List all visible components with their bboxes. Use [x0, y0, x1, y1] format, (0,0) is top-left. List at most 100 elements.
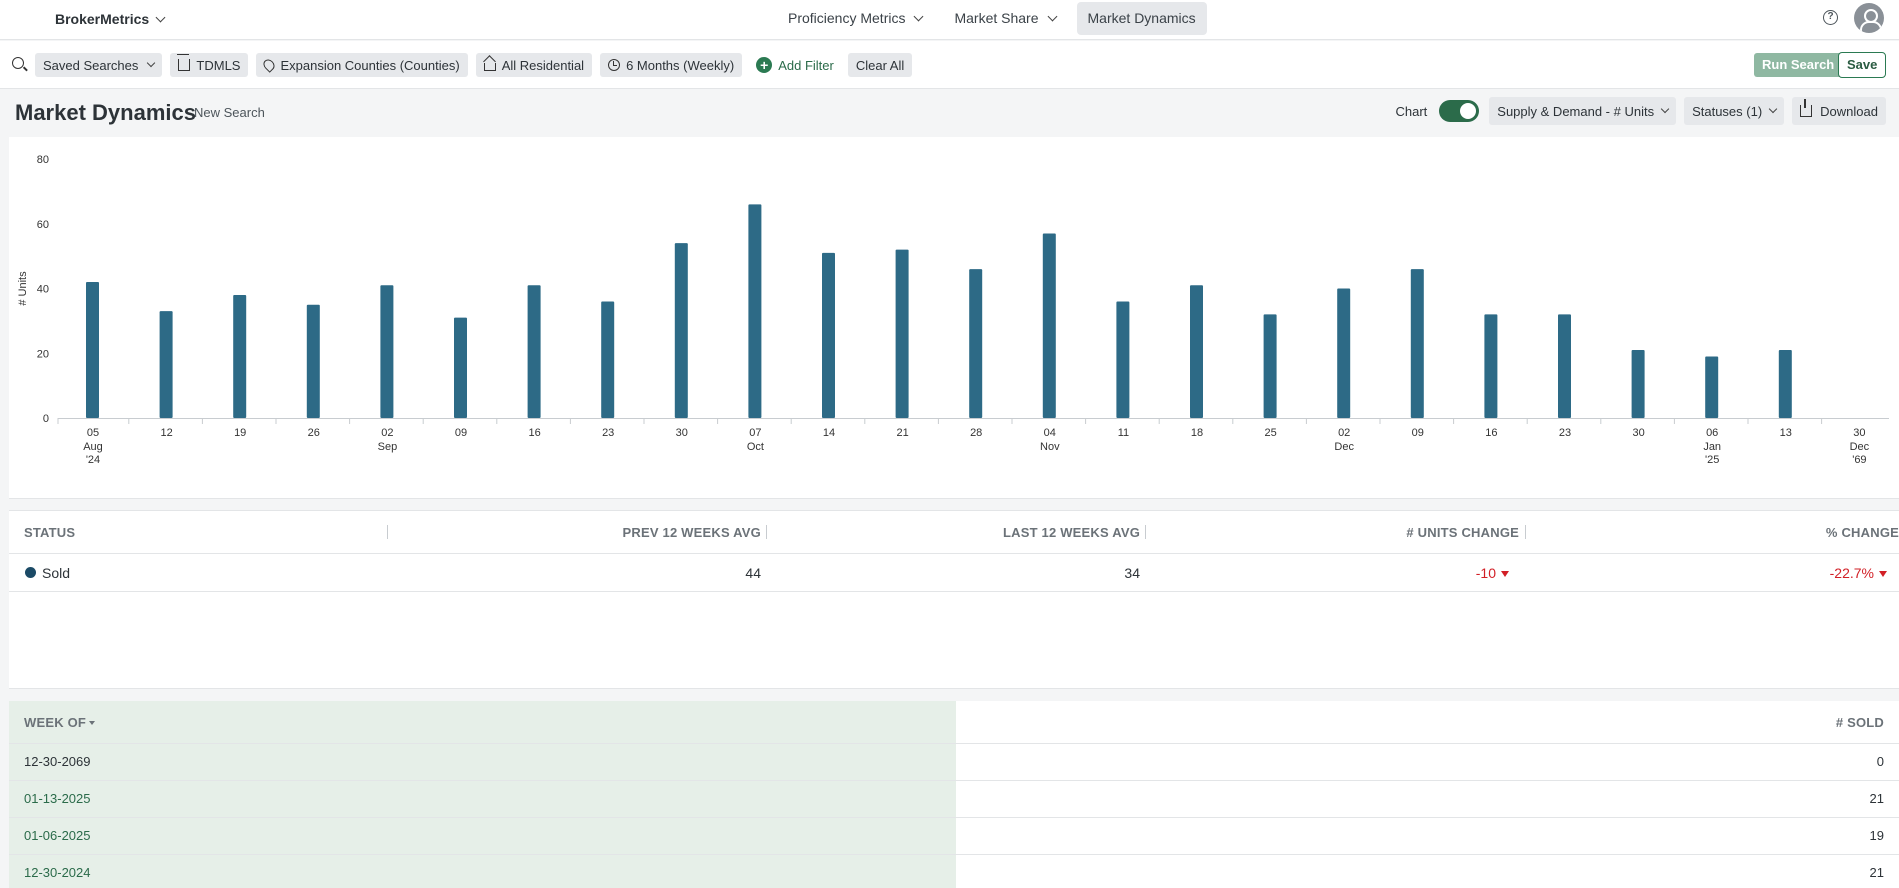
x-tick-label: 16 — [1485, 427, 1497, 439]
chevron-down-icon — [155, 12, 166, 22]
chevron-down-icon — [914, 11, 924, 22]
filter-chips: Saved Searches TDMLS Expansion Counties … — [35, 53, 913, 77]
header-status[interactable]: STATUS — [24, 525, 76, 540]
y-tick-label: 20 — [37, 348, 49, 360]
table-row: 12-30-2069 0 — [9, 744, 1899, 781]
week-cell: 12-30-2069 — [24, 754, 91, 769]
new-search-link[interactable]: New Search — [194, 105, 265, 120]
x-tick-label: 30 — [1853, 427, 1865, 439]
saved-searches-label: Saved Searches — [43, 57, 139, 73]
bar — [380, 285, 394, 418]
chip-label: Expansion Counties (Counties) — [280, 57, 460, 73]
tab-market-dynamics[interactable]: Market Dynamics — [1076, 2, 1207, 35]
x-tick-label: 30 — [676, 427, 688, 439]
filter-chip-property-type[interactable]: All Residential — [475, 53, 593, 77]
bar — [1116, 301, 1130, 418]
add-filter-label: Add Filter — [778, 57, 834, 73]
save-button[interactable]: Save — [1838, 52, 1887, 78]
table-row: 01-13-2025 21 — [9, 781, 1899, 818]
filter-chip-area[interactable]: Expansion Counties (Counties) — [256, 53, 468, 77]
chevron-down-icon — [1660, 104, 1670, 114]
status-cell: Sold — [42, 565, 71, 581]
tab-label: Market Dynamics — [1087, 10, 1196, 26]
x-tick-label: 18 — [1191, 427, 1203, 439]
statuses-dropdown[interactable]: Statuses (1) — [1684, 97, 1785, 125]
chip-label: TDMLS — [196, 57, 241, 73]
sort-desc-icon — [89, 721, 96, 725]
sold-cell: 0 — [1876, 754, 1884, 769]
x-tick-sublabel: '25 — [1705, 454, 1719, 466]
pct-change-cell: -22.7% — [1830, 565, 1887, 581]
bar — [1042, 233, 1056, 418]
bar — [601, 301, 615, 418]
brand-menu[interactable]: BrokerMetrics — [55, 9, 166, 29]
bar — [86, 282, 99, 418]
x-tick-sublabel: Aug — [83, 441, 103, 453]
x-tick-label: 02 — [381, 427, 393, 439]
week-cell[interactable]: 12-30-2024 — [24, 865, 91, 880]
tab-market-share[interactable]: Market Share — [943, 2, 1066, 35]
x-tick-sublabel: Dec — [1850, 441, 1870, 453]
units-change-cell: -10 — [1476, 565, 1509, 581]
chevron-down-icon — [1768, 104, 1778, 114]
down-arrow-icon — [1501, 571, 1509, 577]
header-sold[interactable]: # SOLD — [1835, 715, 1884, 730]
units-change-value: -10 — [1475, 565, 1496, 581]
header-last-avg[interactable]: LAST 12 WEEKS AVG — [1002, 525, 1140, 540]
column-divider — [387, 525, 388, 539]
header-prev-avg[interactable]: PREV 12 WEEKS AVG — [622, 525, 761, 540]
help-icon[interactable]: ? — [1823, 10, 1838, 25]
chart-toggle[interactable] — [1439, 100, 1480, 122]
x-tick-sublabel: Oct — [747, 441, 764, 453]
x-tick-label: 12 — [160, 427, 172, 439]
statuses-dropdown-label: Statuses (1) — [1692, 103, 1763, 119]
filter-chip-time-range[interactable]: 6 Months (Weekly) — [600, 53, 743, 77]
bar — [969, 269, 983, 418]
header-week-of[interactable]: WEEK OF — [24, 715, 96, 730]
summary-row: Sold 44 34 -10 -22.7% — [9, 554, 1899, 592]
bar — [1705, 356, 1719, 418]
x-tick-sublabel: '24 — [86, 454, 100, 466]
metric-dropdown[interactable]: Supply & Demand - # Units — [1489, 97, 1677, 125]
column-divider — [1525, 525, 1526, 539]
y-tick-label: 0 — [43, 413, 49, 425]
filter-bar: Saved Searches TDMLS Expansion Counties … — [0, 41, 1899, 89]
x-tick-label: 23 — [602, 427, 614, 439]
x-tick-label: 11 — [1118, 427, 1129, 439]
page-title: Market Dynamics — [15, 100, 196, 125]
saved-searches-dropdown[interactable]: Saved Searches — [35, 53, 163, 77]
pct-change-value: -22.7% — [1829, 565, 1874, 581]
x-tick-sublabel: Jan — [1703, 441, 1721, 453]
weekly-header: WEEK OF # SOLD — [9, 701, 1899, 744]
column-divider — [1145, 525, 1146, 539]
bar — [233, 294, 247, 418]
week-cell[interactable]: 01-06-2025 — [24, 828, 91, 843]
summary-table: STATUS PREV 12 WEEKS AVG LAST 12 WEEKS A… — [9, 510, 1899, 689]
header-units-change[interactable]: # UNITS CHANGE — [1406, 525, 1519, 540]
x-tick-label: 13 — [1780, 427, 1792, 439]
run-search-button[interactable]: Run Search — [1754, 53, 1843, 77]
x-tick-sublabel: Nov — [1040, 441, 1060, 453]
week-cell[interactable]: 01-13-2025 — [24, 791, 91, 806]
bar — [1190, 285, 1203, 418]
y-tick-label: 40 — [37, 284, 49, 296]
clear-all-button[interactable]: Clear All — [847, 53, 913, 77]
table-row: 12-30-2024 21 — [9, 855, 1899, 888]
download-button[interactable]: Download — [1792, 97, 1886, 125]
nav-tabs: Proficiency Metrics Market Share Market … — [777, 2, 1207, 35]
avatar[interactable] — [1854, 3, 1884, 33]
y-axis-label: # Units — [17, 271, 29, 306]
x-tick-sublabel: Dec — [1334, 441, 1354, 453]
bar — [1337, 288, 1351, 418]
bar — [1778, 350, 1792, 418]
tab-label: Proficiency Metrics — [788, 10, 906, 26]
x-tick-label: 28 — [970, 427, 982, 439]
search-icon[interactable] — [12, 57, 24, 69]
prev-avg-cell: 44 — [745, 565, 761, 581]
tab-proficiency-metrics[interactable]: Proficiency Metrics — [777, 2, 933, 35]
header-controls: Chart Supply & Demand - # Units Statuses… — [1395, 97, 1886, 125]
add-filter-button[interactable]: + Add Filter — [750, 53, 840, 77]
filter-chip-mls[interactable]: TDMLS — [170, 53, 249, 77]
header-pct-change[interactable]: % CHANGE — [1825, 525, 1899, 540]
building-icon — [177, 54, 191, 71]
